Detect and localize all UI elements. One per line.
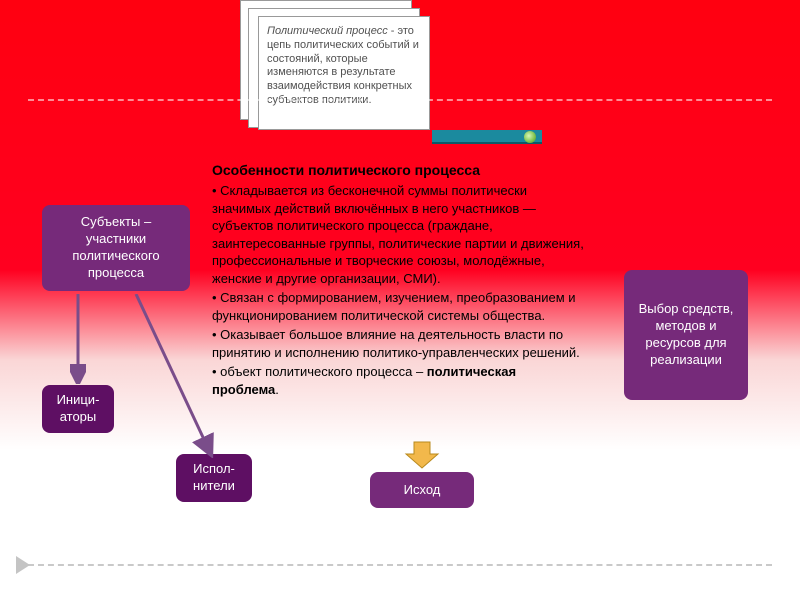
arrow-down-to-outcome (404, 440, 440, 470)
teal-bar (432, 130, 542, 144)
node-subjects-label: Субъекты – участники политического проце… (50, 214, 182, 282)
separator-bottom (28, 564, 772, 566)
definition-text: - это цепь политических событий и состоя… (267, 25, 419, 106)
node-outcome-label: Исход (404, 482, 441, 499)
bullet-1: • Складывается из бесконечной суммы поли… (212, 182, 586, 287)
node-initiators-label: Иници- аторы (57, 392, 100, 426)
node-subjects: Субъекты – участники политического проце… (42, 205, 190, 291)
green-circle-icon (524, 131, 536, 143)
bullet-4: • объект политического процесса – полити… (212, 363, 586, 398)
bullet-3: • Оказывает большое влияние на деятельно… (212, 326, 586, 361)
bullet-4-suffix: . (275, 382, 279, 397)
arrow-subjects-to-executors (130, 294, 220, 458)
node-executors: Испол- нители (176, 454, 252, 502)
definition-card: Политический процесс - это цепь политиче… (258, 16, 430, 130)
definition-card-stack: Политический процесс - это цепь политиче… (232, 0, 542, 148)
node-initiators: Иници- аторы (42, 385, 114, 433)
node-executors-label: Испол- нители (193, 461, 235, 495)
separator-top (28, 99, 772, 101)
node-outcome: Исход (370, 472, 474, 508)
next-slide-icon[interactable] (16, 556, 30, 574)
section-subtitle: Особенности политического процесса (212, 162, 480, 178)
arrow-subjects-to-initiators (70, 294, 86, 384)
bullet-4-prefix: • объект политического процесса – (212, 364, 427, 379)
definition-term: Политический процесс (267, 25, 388, 37)
bullet-2: • Связан с формированием, изучением, пре… (212, 289, 586, 324)
node-resources: Выбор средств, методов и ресурсов для ре… (624, 270, 748, 400)
body-text: • Складывается из бесконечной суммы поли… (212, 182, 586, 401)
node-resources-label: Выбор средств, методов и ресурсов для ре… (632, 301, 740, 369)
